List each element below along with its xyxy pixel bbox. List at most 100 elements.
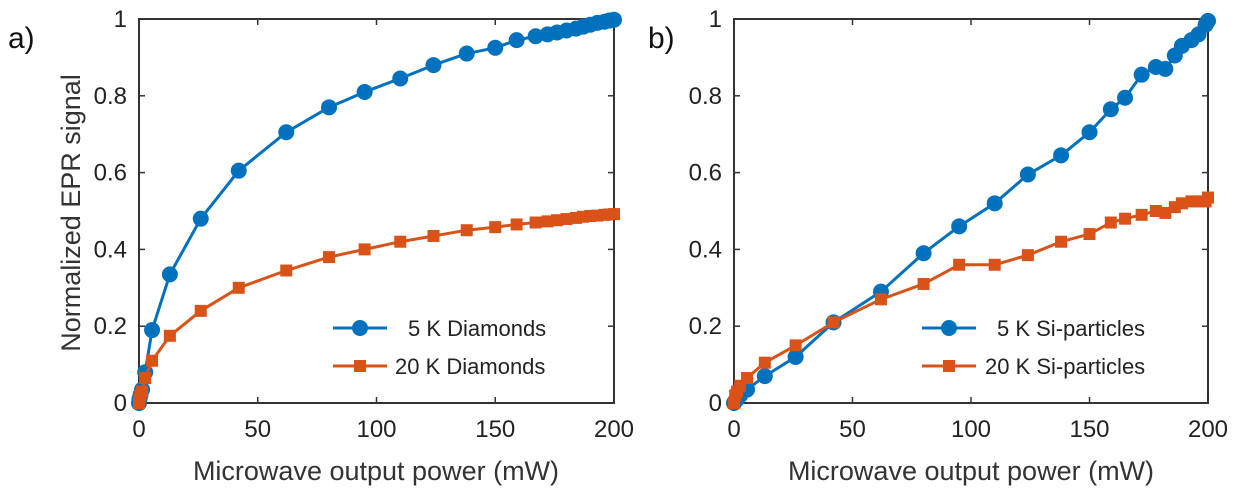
data-point-circle-b: [1200, 12, 1216, 29]
y-tick-label-a: 0: [114, 390, 127, 417]
x-axis-label-b: Microwave output power (mW): [788, 456, 1154, 486]
legend-box-b: [912, 305, 1194, 391]
data-point-square-b: [1202, 191, 1214, 204]
panel-label-a: a): [8, 22, 35, 55]
data-point-square-b: [827, 316, 840, 329]
legend-marker-series2-a: [354, 360, 366, 372]
y-tick-label-a: 1: [114, 6, 127, 33]
data-point-square-b: [1021, 249, 1034, 262]
data-point-circle-a: [356, 83, 373, 100]
data-point-circle-a: [458, 45, 475, 62]
data-point-square-a: [163, 329, 176, 342]
data-point-square-a: [551, 214, 563, 227]
legend-marker-series2-b: [943, 360, 955, 372]
data-point-square-b: [953, 258, 966, 271]
data-point-square-a: [232, 281, 245, 294]
legend-label-series2-b: 20 K Si-particles: [985, 354, 1145, 379]
x-tick-label-a: 100: [356, 416, 396, 443]
legend-label-series2-a: 20 K Diamonds: [395, 354, 545, 379]
legend-marker-series1-a: [352, 320, 368, 336]
x-tick-label-b: 100: [951, 416, 991, 443]
data-point-circle-b: [1102, 101, 1119, 118]
data-point-square-a: [460, 224, 473, 237]
x-tick-label-b: 200: [1188, 416, 1228, 443]
series-2-a: [133, 208, 620, 409]
legend-label-series1-a: 5 K Diamonds: [408, 316, 546, 341]
data-point-square-b: [1104, 216, 1117, 229]
x-tick-label-b: 0: [727, 416, 740, 443]
data-point-circle-a: [144, 322, 161, 339]
data-point-square-b: [741, 372, 754, 385]
data-point-circle-b: [1157, 60, 1174, 77]
data-point-circle-a: [278, 124, 295, 141]
data-point-square-a: [510, 218, 523, 231]
x-tick-label-a: 150: [475, 416, 515, 443]
data-point-square-b: [1083, 228, 1096, 241]
data-point-circle-b: [1053, 147, 1070, 164]
data-point-circle-b: [756, 368, 773, 385]
x-tick-label-b: 50: [839, 416, 866, 443]
y-tick-label-a: 0.2: [94, 313, 127, 340]
panel-a: a) Normalized EPR signal Microwave outpu…: [8, 6, 634, 486]
data-point-square-a: [529, 216, 542, 229]
data-point-square-b: [1149, 205, 1162, 217]
data-point-square-a: [541, 215, 554, 228]
panel-label-b: b): [648, 22, 675, 55]
data-point-square-b: [1159, 206, 1172, 219]
legend-a: 5 K Diamonds 20 K Diamonds: [322, 305, 594, 391]
legend-box-a: [322, 305, 594, 391]
data-point-square-a: [358, 243, 371, 256]
y-tick-label-b: 0: [709, 390, 722, 417]
data-point-square-a: [394, 235, 407, 248]
data-point-square-b: [1119, 212, 1132, 225]
x-tick-label-b: 150: [1069, 416, 1109, 443]
data-point-circle-a: [606, 11, 622, 28]
y-axis-label-a: Normalized EPR signal: [56, 74, 86, 352]
data-point-square-b: [789, 339, 802, 352]
data-point-square-a: [194, 304, 207, 317]
y-tick-label-a: 0.4: [94, 236, 127, 263]
data-point-circle-a: [192, 210, 209, 227]
data-point-circle-a: [527, 28, 544, 45]
data-point-square-b: [1055, 235, 1068, 248]
data-point-circle-b: [986, 195, 1003, 212]
data-point-square-a: [136, 385, 149, 398]
y-tick-label-b: 0.6: [689, 160, 722, 187]
data-point-circle-b: [951, 218, 968, 235]
data-point-circle-b: [1117, 89, 1134, 106]
plot-area-a: 0 50 100 150 200 0 0.2 0.4 0.6 0.8 1: [94, 6, 634, 443]
data-point-circle-b: [1081, 124, 1098, 141]
y-tick-label-b: 1: [709, 6, 722, 33]
y-tick-label-b: 0.4: [689, 236, 722, 263]
y-tick-label-a: 0.8: [94, 83, 127, 110]
data-point-circle-a: [161, 266, 178, 283]
legend-label-series1-b: 5 K Si-particles: [997, 316, 1145, 341]
data-point-square-a: [280, 264, 293, 277]
panel-b: b) Microwave output power (mW) 0 50 100 150…: [648, 6, 1228, 486]
data-point-circle-a: [321, 99, 337, 116]
x-tick-label-a: 200: [594, 416, 634, 443]
y-tick-label-a: 0.6: [94, 160, 127, 187]
data-point-square-b: [758, 356, 771, 369]
data-point-square-a: [146, 354, 159, 367]
data-point-circle-b: [915, 245, 932, 262]
x-tick-label-a: 0: [132, 416, 145, 443]
data-point-square-b: [1135, 208, 1148, 221]
y-tick-label-b: 0.2: [689, 313, 722, 340]
data-point-square-b: [917, 277, 930, 290]
data-point-circle-a: [230, 162, 247, 179]
data-point-square-b: [988, 258, 1001, 271]
data-point-circle-a: [487, 39, 504, 56]
legend-b: 5 K Si-particles 20 K Si-particles: [912, 305, 1194, 391]
data-point-square-b: [874, 293, 887, 306]
data-point-circle-a: [425, 57, 442, 74]
x-axis-label-a: Microwave output power (mW): [193, 456, 559, 486]
series-2-b: [728, 191, 1214, 409]
data-point-square-a: [427, 229, 440, 242]
data-point-square-a: [489, 221, 502, 234]
y-tick-label-b: 0.8: [689, 83, 722, 110]
data-point-square-a: [608, 208, 620, 221]
data-point-circle-a: [392, 70, 409, 87]
data-point-circle-b: [787, 348, 804, 365]
